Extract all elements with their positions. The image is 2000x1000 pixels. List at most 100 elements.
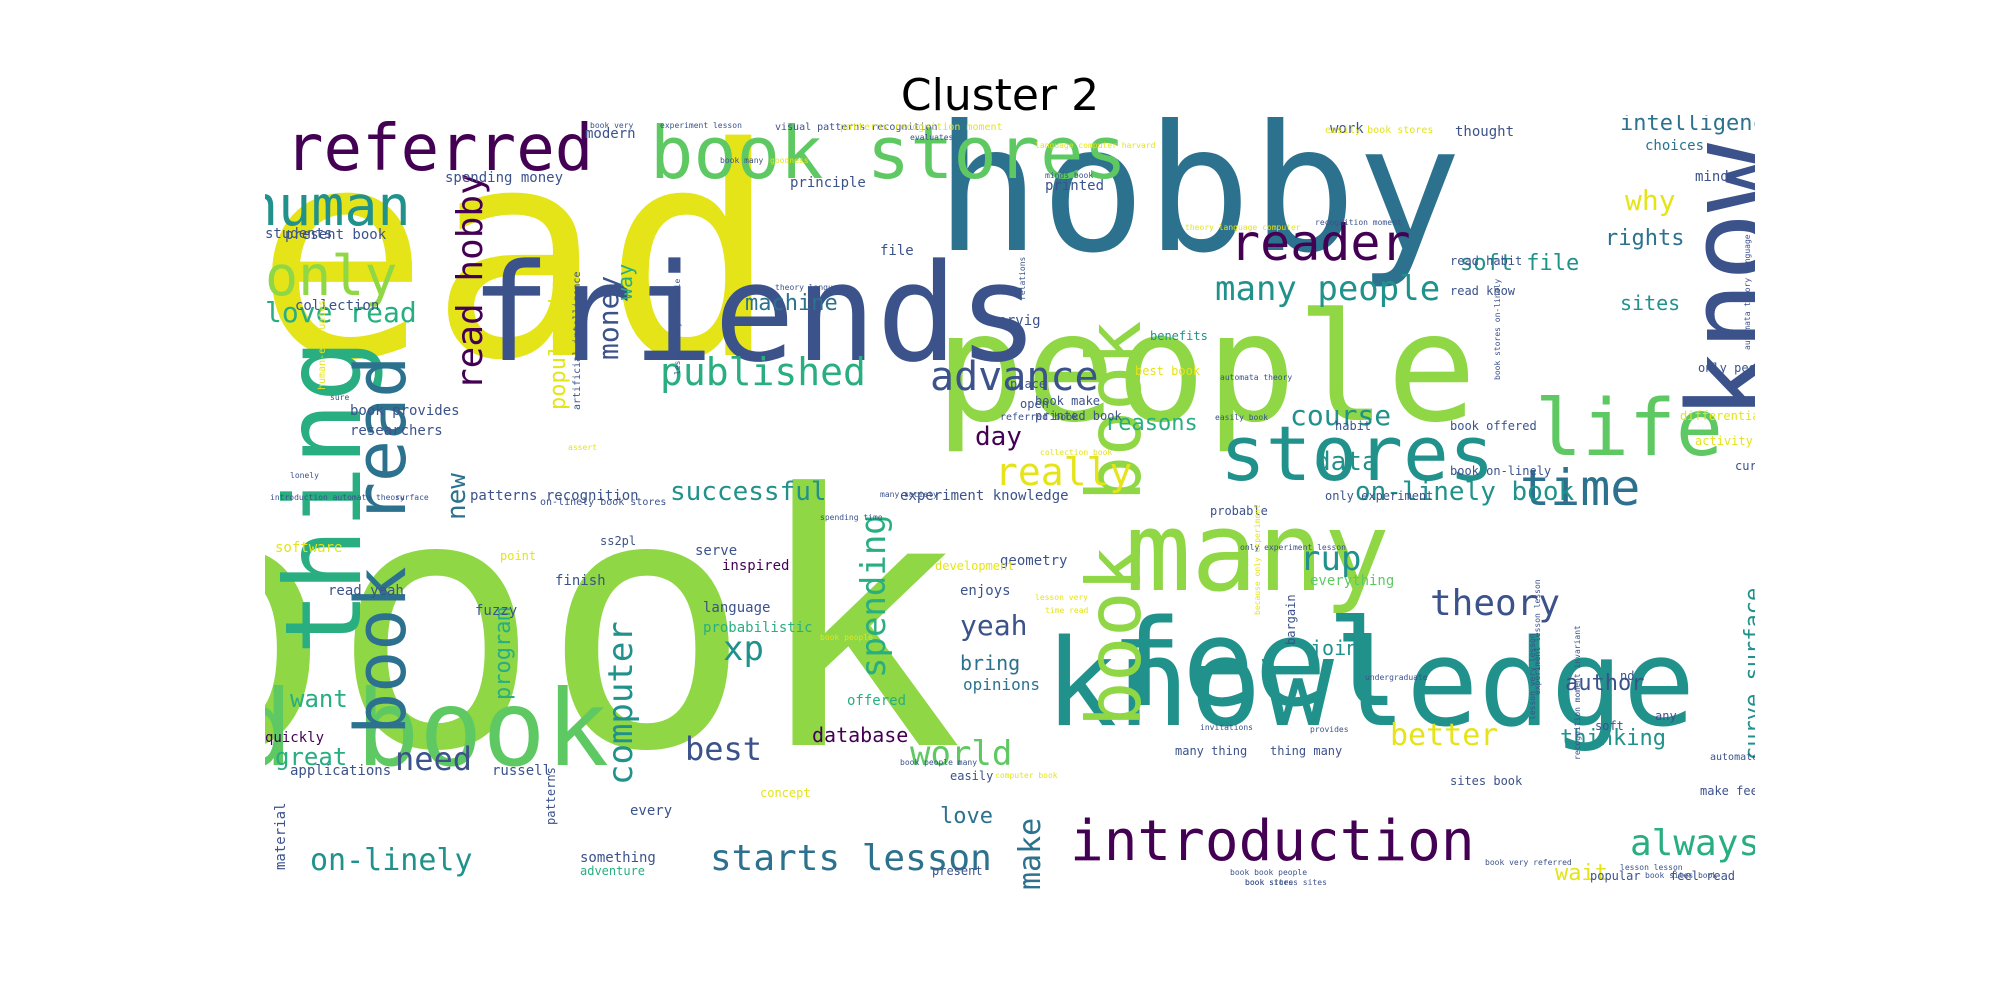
cloud-word: experiment lesson lesson <box>1533 579 1542 695</box>
cloud-word: book people <box>820 633 873 642</box>
cloud-word: spending money <box>445 170 563 186</box>
cloud-word: sites book <box>1450 774 1523 788</box>
cloud-word: knowledge <box>1045 615 1695 754</box>
cloud-word: machine <box>745 291 838 316</box>
cloud-word: computer <box>601 621 641 785</box>
cloud-word: place <box>1010 377 1046 391</box>
cloud-word: quickly <box>265 730 324 746</box>
cloud-word: printed book <box>1035 409 1122 423</box>
cloud-word: experiment knowledge <box>900 488 1069 504</box>
cloud-word: file <box>880 243 914 259</box>
cloud-word: great <box>275 743 347 771</box>
cloud-word: relations <box>1018 256 1027 300</box>
cloud-word: surface <box>395 493 429 502</box>
cloud-word: read habit <box>1450 254 1522 268</box>
cloud-word: very <box>1746 185 1755 325</box>
cloud-word: easily <box>950 769 993 783</box>
cloud-word: material <box>273 803 289 870</box>
cloud-word: day <box>975 422 1022 452</box>
cloud-word: book stores <box>650 115 1127 195</box>
cloud-word: researchers <box>350 423 443 439</box>
cloud-word: invitations <box>1200 723 1253 732</box>
cloud-word: course <box>1290 399 1391 432</box>
cloud-word: patterns recognition <box>470 488 639 504</box>
cloud-word: book offered <box>1450 419 1537 433</box>
cloud-word: something <box>580 850 656 866</box>
cloud-word: recognition moment <box>1315 218 1402 227</box>
cloud-word: experiment lesson <box>660 121 742 130</box>
cloud-word: theory language <box>775 283 847 292</box>
cloud-word: only people <box>1698 361 1755 375</box>
cloud-word: lesson very lesson <box>1528 633 1537 720</box>
cloud-word: visual patterns recognition <box>775 122 938 133</box>
cloud-word: referred <box>285 115 593 186</box>
cloud-word: serve <box>695 543 737 559</box>
cloud-word: thing many <box>1270 744 1342 758</box>
cloud-word: love <box>940 804 993 829</box>
cloud-word: development <box>935 559 1014 573</box>
cloud-word: feel <box>1110 595 1399 734</box>
cloud-word: thought <box>1455 124 1514 140</box>
cloud-word: book very <box>590 121 634 130</box>
cloud-word: wait <box>1555 861 1608 886</box>
cloud-word: point <box>500 549 536 563</box>
cloud-word: automated <box>1710 752 1755 763</box>
cloud-word: easily book <box>1215 413 1268 422</box>
cloud-word: probabilistic <box>703 620 813 636</box>
cloud-word: undergraduate <box>1365 673 1428 682</box>
cloud-word: easily book stores <box>1325 125 1433 136</box>
cloud-word: really <box>995 450 1132 494</box>
cloud-word: patterns <box>544 767 558 825</box>
cloud-word: only experiment lesson <box>1240 543 1346 552</box>
cloud-word: only <box>265 244 397 308</box>
cloud-word: concept <box>760 786 811 800</box>
cloud-word: starts lesson <box>710 838 992 879</box>
cloud-word: book book people <box>1230 868 1307 877</box>
cloud-word: automata theory <box>1220 373 1292 382</box>
cloud-word: author <box>1565 671 1644 696</box>
cloud-word: work <box>1330 121 1364 137</box>
cloud-word: love read <box>265 296 417 329</box>
cloud-word: reader <box>1230 214 1411 272</box>
cloud-word: only experiment <box>1325 489 1433 503</box>
cloud-word: theory language computer <box>1185 223 1301 232</box>
cloud-word: habit <box>1335 419 1371 433</box>
cloud-word: russell <box>492 763 551 779</box>
cloud-word: new <box>442 473 472 520</box>
cloud-word: many people <box>1215 269 1440 309</box>
cloud-word: read hobby <box>450 173 491 390</box>
cloud-word: software <box>275 540 342 556</box>
cloud-word: everything <box>1310 573 1394 589</box>
cloud-word: automata theory language <box>1743 234 1752 350</box>
cloud-word: present <box>932 864 983 878</box>
cloud-word: modern <box>585 126 636 142</box>
cloud-word: friends <box>470 235 1039 392</box>
cloud-word: advance <box>930 354 1099 400</box>
cloud-word: because only experiment <box>1253 504 1262 615</box>
cloud-word: join <box>1310 636 1358 660</box>
cloud-word: many society <box>880 490 938 499</box>
cloud-word: intelligence <box>1620 115 1755 136</box>
cloud-word: yeah <box>960 609 1027 642</box>
cloud-word: curve surface <box>1741 588 1755 760</box>
cloud-word: on-linely book <box>1355 477 1574 507</box>
cloud-word: better <box>1390 718 1498 753</box>
cloud-word: sites <box>1620 291 1680 315</box>
cloud-word: fuzzy <box>475 603 517 619</box>
cloud-word: book book <box>1070 321 1158 727</box>
cloud-word: bargain <box>1284 594 1298 645</box>
cloud-word: goodness <box>770 156 809 165</box>
cloud-word: activity <box>1695 434 1753 448</box>
cloud-word: lesson very <box>1035 593 1088 602</box>
cloud-word: on-linely book stores <box>540 497 666 508</box>
cloud-word: on-linely <box>310 843 473 878</box>
cloud-word: thinking <box>1560 726 1666 751</box>
cloud-word: program <box>491 607 516 700</box>
cloud-word: database <box>812 723 908 747</box>
cloud-word: computer book <box>995 771 1058 780</box>
cloud-word: popular <box>1590 869 1641 883</box>
cloud-word: theory <box>1430 583 1560 624</box>
cloud-word: sure <box>330 393 349 402</box>
cloud-word: assert <box>568 443 597 452</box>
